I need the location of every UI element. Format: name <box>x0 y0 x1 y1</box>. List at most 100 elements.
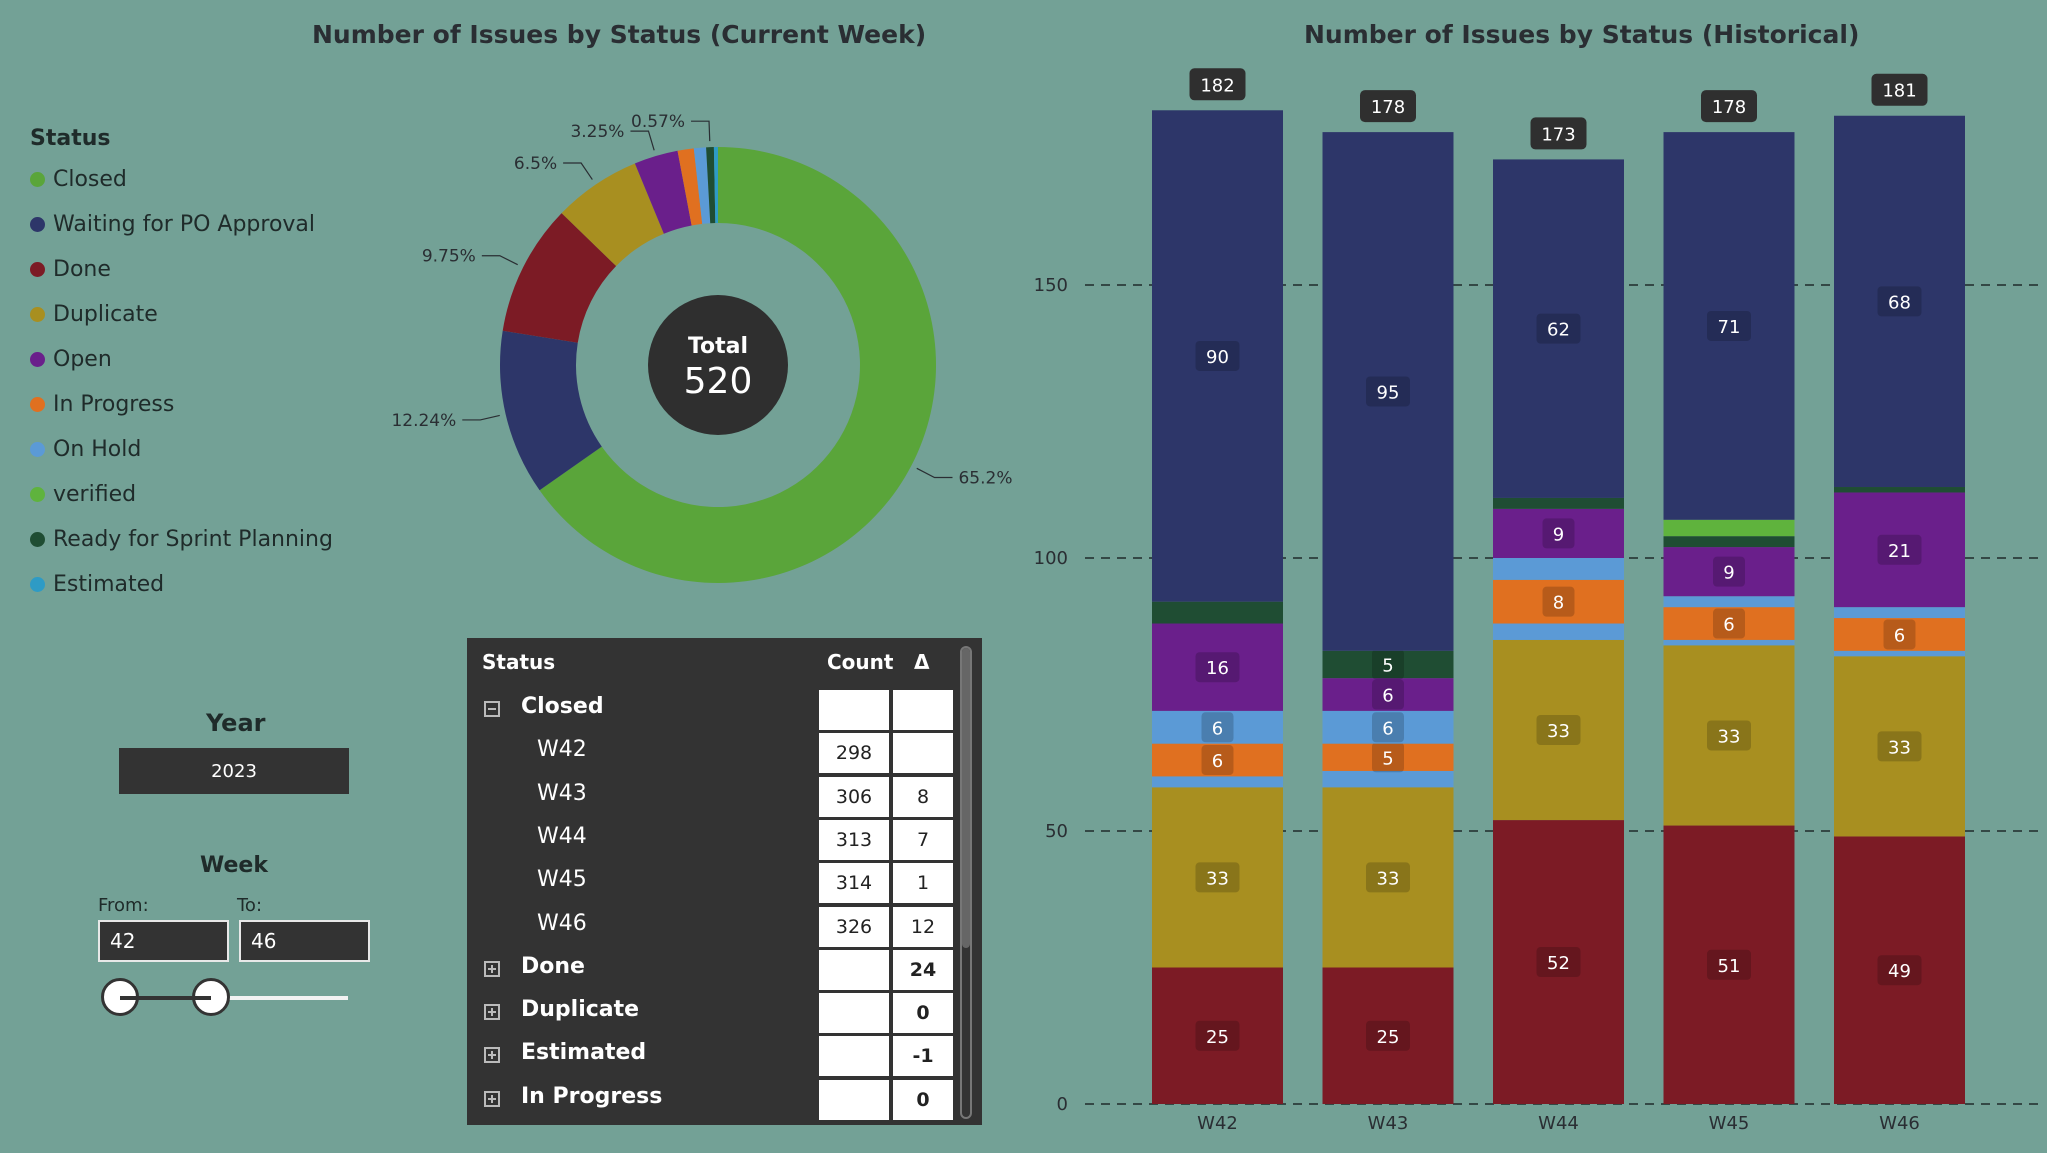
bar-segment[interactable] <box>1663 639 1795 646</box>
bar-segment[interactable] <box>1152 623 1283 711</box>
bar-total-label: 178 <box>1371 97 1405 118</box>
matrix-scrollbar-thumb[interactable] <box>962 648 970 948</box>
bar-data-label-bg <box>1201 745 1234 776</box>
legend-item[interactable]: Open <box>30 337 333 382</box>
legend-item[interactable]: verified <box>30 472 333 517</box>
bar-segment[interactable] <box>1663 825 1795 1104</box>
matrix-header-count[interactable]: Count <box>827 650 894 674</box>
expand-icon[interactable] <box>484 1047 500 1064</box>
bar-segment[interactable] <box>1493 820 1624 1104</box>
legend-item[interactable]: In Progress <box>30 382 333 427</box>
bar-segment[interactable] <box>1493 558 1624 580</box>
bar-segment[interactable] <box>1663 132 1795 520</box>
donut-slice[interactable] <box>713 147 718 224</box>
collapse-icon[interactable] <box>484 701 500 717</box>
bar-segment[interactable] <box>1322 967 1454 1105</box>
matrix-scrollbar[interactable] <box>960 646 972 1119</box>
bar-segment[interactable] <box>1834 618 1965 651</box>
bar-segment[interactable] <box>1834 487 1965 493</box>
bar-segment[interactable] <box>1493 508 1624 558</box>
bar-segment[interactable] <box>1322 132 1454 651</box>
bar-segment[interactable] <box>1663 645 1795 826</box>
expand-icon[interactable] <box>484 1090 500 1107</box>
bar-data-label-bg <box>1366 376 1410 407</box>
bar-data-label-bg <box>1536 313 1581 344</box>
donut-slice[interactable] <box>634 150 692 234</box>
bar-segment[interactable] <box>1834 836 1965 1104</box>
legend-item[interactable]: Waiting for PO Approval <box>30 202 333 247</box>
bar-segment[interactable] <box>1834 656 1965 837</box>
donut-chart-title: Number of Issues by Status (Current Week… <box>312 20 927 49</box>
bar-segment[interactable] <box>1152 110 1283 602</box>
bar-data-label: 6 <box>1382 686 1393 707</box>
bar-segment[interactable] <box>1322 770 1454 788</box>
legend-item[interactable]: Closed <box>30 157 333 202</box>
bar-segment[interactable] <box>1493 623 1624 640</box>
x-category-label: W42 <box>1197 1113 1238 1134</box>
legend-item[interactable]: Done <box>30 247 333 292</box>
bar-segment[interactable] <box>1152 967 1283 1105</box>
bar-data-label-bg <box>1542 586 1575 617</box>
bar-segment[interactable] <box>1663 536 1795 548</box>
x-category-label: W46 <box>1879 1113 1920 1134</box>
x-category-label: W43 <box>1368 1113 1409 1134</box>
expand-icon[interactable] <box>484 1004 500 1021</box>
bar-segment[interactable] <box>1152 776 1283 788</box>
donut-slice[interactable] <box>693 147 711 224</box>
year-dropdown[interactable]: 2023 <box>119 748 349 794</box>
bar-segment[interactable] <box>1152 601 1283 624</box>
bar-segment[interactable] <box>1152 743 1283 777</box>
bar-segment[interactable] <box>1152 710 1283 744</box>
week-slider-track[interactable] <box>120 996 348 1000</box>
legend-item[interactable]: Estimated <box>30 562 333 607</box>
expand-icon[interactable] <box>484 960 500 977</box>
bar-segment[interactable] <box>1663 519 1795 537</box>
bar-segment[interactable] <box>1834 650 1965 657</box>
donut-slice[interactable] <box>677 148 703 226</box>
week-from-input[interactable]: 42 <box>98 920 229 962</box>
week-to-input[interactable]: 46 <box>239 920 370 962</box>
bar-segment[interactable] <box>1152 787 1283 968</box>
matrix-count-cell: 326 <box>819 906 889 947</box>
donut-slice[interactable] <box>539 147 936 583</box>
bar-segment[interactable] <box>1834 607 1965 619</box>
donut-slice[interactable] <box>500 330 602 491</box>
legend-dot-icon <box>30 217 45 232</box>
bar-data-label: 71 <box>1718 317 1741 338</box>
bar-total-label: 178 <box>1712 97 1746 118</box>
bar-segment[interactable] <box>1663 596 1795 608</box>
bar-segment[interactable] <box>1493 497 1624 509</box>
matrix-row: W46 326 12 <box>467 905 962 948</box>
bar-data-label-bg <box>1877 731 1922 762</box>
bar-segment[interactable] <box>1493 159 1624 498</box>
bar-segment[interactable] <box>1322 743 1454 771</box>
bar-segment[interactable] <box>1663 547 1795 597</box>
donut-slice[interactable] <box>502 213 617 343</box>
bar-segment[interactable] <box>1663 607 1795 640</box>
bar-segment[interactable] <box>1322 710 1454 744</box>
donut-slice[interactable] <box>706 147 716 224</box>
matrix-header-status[interactable]: Status <box>482 650 556 674</box>
bar-segment[interactable] <box>1322 787 1454 968</box>
matrix-delta-cell <box>893 690 953 730</box>
bar-data-label-bg <box>1536 714 1581 745</box>
bar-segment[interactable] <box>1322 678 1454 711</box>
legend-item[interactable]: Ready for Sprint Planning <box>30 517 333 562</box>
legend-item[interactable]: Duplicate <box>30 292 333 337</box>
bar-segment[interactable] <box>1834 115 1965 488</box>
matrix-header-delta[interactable]: Δ <box>914 650 930 674</box>
bar-segment[interactable] <box>1493 639 1624 821</box>
donut-slice[interactable] <box>561 163 664 267</box>
bar-segment[interactable] <box>1493 579 1624 624</box>
slice-percent-label: 9.75% <box>422 247 476 267</box>
legend-dot-icon <box>30 532 45 547</box>
bar-segment[interactable] <box>1322 650 1454 679</box>
bar-segment[interactable] <box>1834 492 1965 608</box>
matrix-row-label: Closed <box>521 694 604 719</box>
matrix-count-cell <box>819 993 889 1034</box>
bar-chart-title: Number of Issues by Status (Historical) <box>1304 20 1860 49</box>
slice-percent-label: 12.24% <box>391 411 456 431</box>
legend-item-label: Done <box>53 257 111 282</box>
legend-item[interactable]: On Hold <box>30 427 333 472</box>
